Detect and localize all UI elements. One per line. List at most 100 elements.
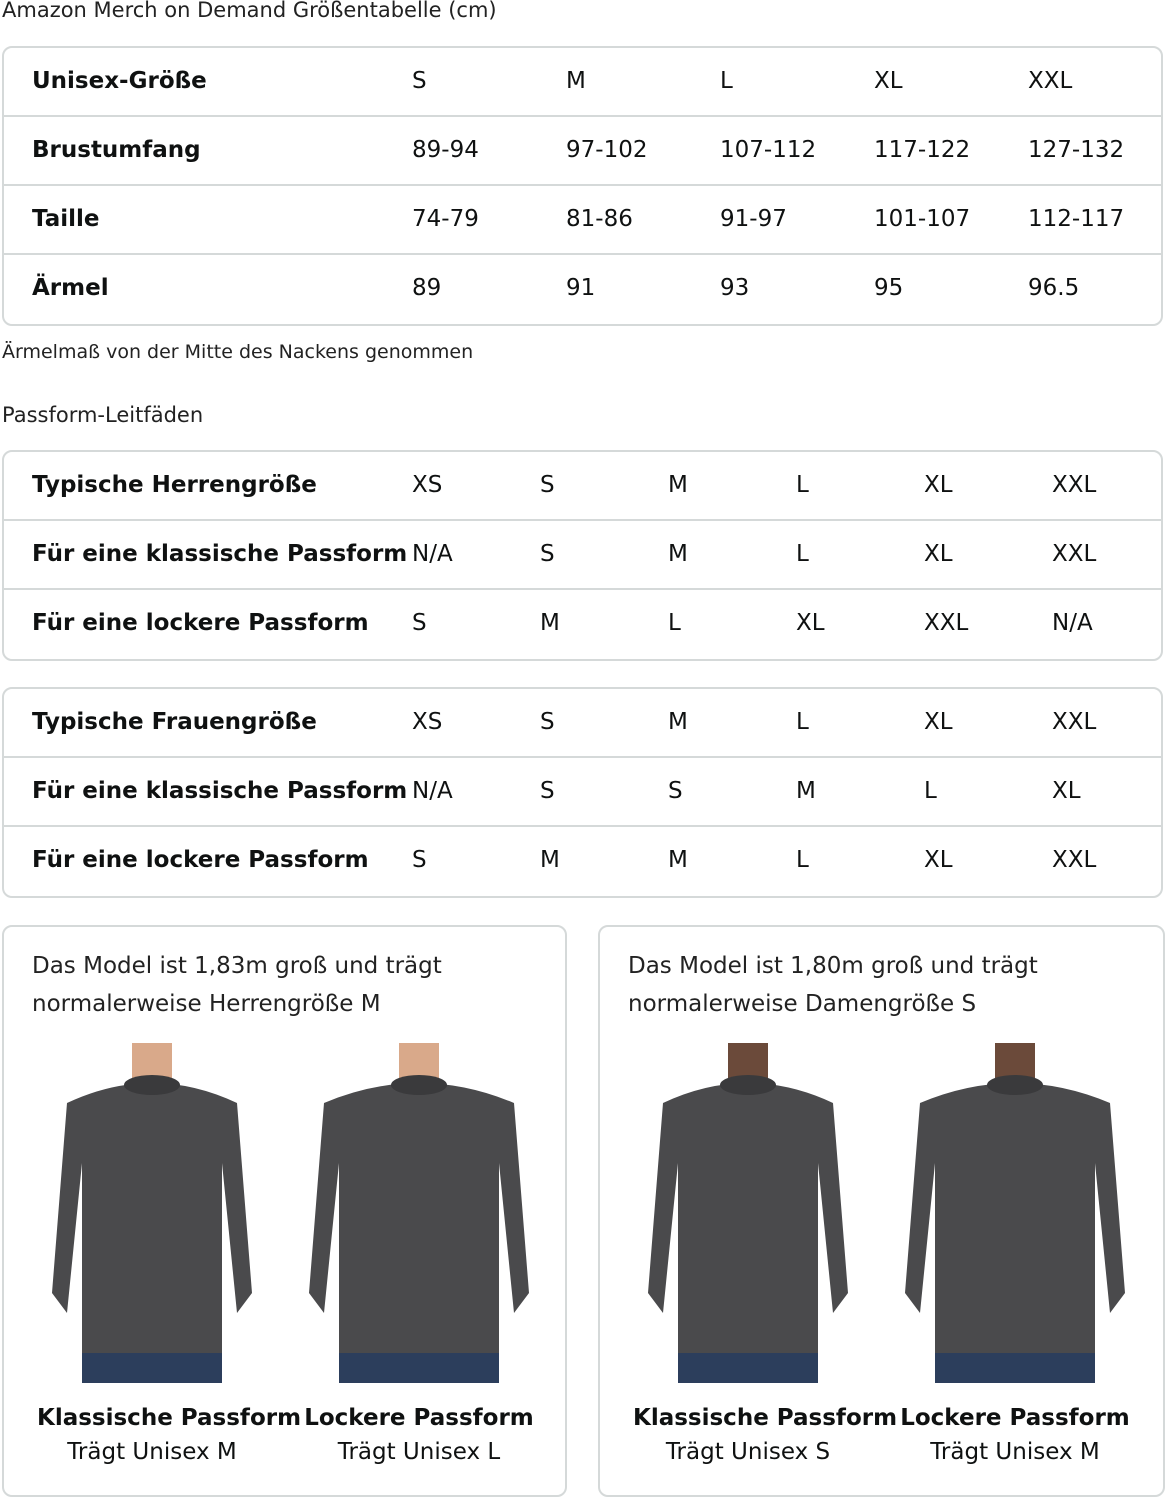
model-description: Das Model ist 1,83m groß und trägt norma… — [32, 953, 442, 1017]
table-cell: L — [720, 68, 733, 94]
table-cell: XXL — [1028, 68, 1073, 94]
row-label: Für eine lockere Passform — [32, 610, 369, 636]
table-cell: N/A — [412, 541, 453, 567]
table-cell: 95 — [874, 275, 904, 301]
table-cell: XS — [412, 709, 443, 735]
model-photo — [37, 1043, 267, 1383]
table-cell: S — [540, 472, 555, 498]
wears-caption: Trägt Unisex M — [930, 1439, 1100, 1465]
table-cell: L — [796, 472, 809, 498]
table-cell: S — [540, 709, 555, 735]
table-cell: XL — [924, 472, 953, 498]
table-cell: M — [668, 847, 688, 873]
table-cell: L — [796, 709, 809, 735]
model-photo — [900, 1043, 1130, 1383]
table-row: Ärmel 89 91 93 95 96.5 — [4, 255, 1161, 324]
fit-caption: Lockere Passform — [304, 1405, 534, 1431]
unisex-size-table: Unisex-Größe S M L XL XXL Brustumfang 89-94 97-1… — [2, 46, 1163, 326]
table-cell: S — [668, 778, 683, 804]
table-cell: S — [540, 778, 555, 804]
table-cell: S — [412, 847, 427, 873]
table-cell: 127-132 — [1028, 137, 1125, 163]
model-figure: Lockere Passform Trägt Unisex M — [900, 1043, 1130, 1465]
table-row: Brustumfang 89-94 97-102 107-112 117-122 127-… — [4, 117, 1161, 186]
women-fit-table: Typische Frauengröße XS S M L XL XXL Für eine k… — [2, 687, 1163, 898]
table-cell: 97-102 — [566, 137, 648, 163]
table-cell: XS — [412, 472, 443, 498]
fit-caption: Klassische Passform — [633, 1405, 898, 1431]
table-cell: XXL — [1052, 472, 1097, 498]
table-cell: N/A — [412, 778, 453, 804]
table-cell: 107-112 — [720, 137, 817, 163]
table-row: Taille 74-79 81-86 91-97 101-107 112-117 — [4, 186, 1161, 255]
table-cell: XL — [874, 68, 903, 94]
table-cell: L — [924, 778, 937, 804]
table-row: Für eine lockere Passform S M L XL XXL N/A — [4, 590, 1161, 659]
wears-caption: Trägt Unisex S — [665, 1439, 831, 1465]
row-label: Ärmel — [32, 275, 109, 301]
table-cell: XXL — [1052, 541, 1097, 567]
row-label: Brustumfang — [32, 137, 201, 163]
table-cell: L — [668, 610, 681, 636]
table-cell: 96.5 — [1028, 275, 1080, 301]
women-model-card: Das Model ist 1,80m groß und trägt norma… — [598, 925, 1165, 1497]
wears-caption: Trägt Unisex L — [337, 1439, 501, 1465]
table-row: Typische Herrengröße XS S M L XL XXL — [4, 452, 1161, 521]
table-cell: XL — [924, 847, 953, 873]
table-cell: 91 — [566, 275, 596, 301]
table-cell: M — [668, 541, 688, 567]
row-label: Für eine klassische Passform — [32, 541, 408, 567]
men-model-card: Das Model ist 1,83m groß und trägt norma… — [2, 925, 567, 1497]
row-label: Taille — [32, 206, 100, 232]
table-cell: 112-117 — [1028, 206, 1125, 232]
table-row: Unisex-Größe S M L XL XXL — [4, 48, 1161, 117]
fit-caption: Klassische Passform — [37, 1405, 302, 1431]
model-figure: Lockere Passform Trägt Unisex L — [304, 1043, 534, 1465]
table-cell: XXL — [924, 610, 969, 636]
table-cell: 74-79 — [412, 206, 479, 232]
table-cell: 101-107 — [874, 206, 971, 232]
table-cell: XL — [924, 709, 953, 735]
model-photo — [304, 1043, 534, 1383]
table-cell: M — [796, 778, 816, 804]
fit-caption: Lockere Passform — [900, 1405, 1130, 1431]
table-cell: XL — [924, 541, 953, 567]
row-label: Typische Herrengröße — [32, 472, 317, 498]
table-cell: XL — [796, 610, 825, 636]
table-cell: M — [668, 709, 688, 735]
table-row: Für eine klassische Passform N/A S S M L XL — [4, 758, 1161, 827]
table-row: Typische Frauengröße XS S M L XL XXL — [4, 689, 1161, 758]
fit-guide-title: Passform-Leitfäden — [2, 403, 204, 427]
table-cell: XL — [1052, 778, 1081, 804]
table-cell: M — [668, 472, 688, 498]
table-cell: 93 — [720, 275, 750, 301]
row-label: Unisex-Größe — [32, 68, 207, 94]
table-cell: M — [566, 68, 586, 94]
table-cell: N/A — [1052, 610, 1093, 636]
model-description: Das Model ist 1,80m groß und trägt norma… — [628, 953, 1038, 1017]
model-figure: Klassische Passform Trägt Unisex S — [633, 1043, 898, 1465]
table-cell: S — [412, 68, 427, 94]
row-label: Typische Frauengröße — [32, 709, 317, 735]
wears-caption: Trägt Unisex M — [67, 1439, 237, 1465]
row-label: Für eine klassische Passform — [32, 778, 408, 804]
table-row: Für eine lockere Passform S M M L XL XXL — [4, 827, 1161, 896]
table-cell: XXL — [1052, 709, 1097, 735]
table-cell: 89-94 — [412, 137, 479, 163]
men-fit-table: Typische Herrengröße XS S M L XL XXL Für eine k… — [2, 450, 1163, 661]
table-cell: 91-97 — [720, 206, 787, 232]
table-row: Für eine klassische Passform N/A S M L XL XXL — [4, 521, 1161, 590]
table-cell: L — [796, 541, 809, 567]
table-cell: M — [540, 610, 560, 636]
table-cell: L — [796, 847, 809, 873]
table-cell: 89 — [412, 275, 442, 301]
page-title: Amazon Merch on Demand Größentabelle (cm… — [2, 0, 497, 22]
table-cell: XXL — [1052, 847, 1097, 873]
model-photo — [633, 1043, 863, 1383]
model-figure: Klassische Passform Trägt Unisex M — [37, 1043, 302, 1465]
sleeve-note: Ärmelmaß von der Mitte des Nackens genom… — [2, 341, 474, 363]
table-cell: 81-86 — [566, 206, 633, 232]
row-label: Für eine lockere Passform — [32, 847, 369, 873]
table-cell: S — [412, 610, 427, 636]
table-cell: 117-122 — [874, 137, 971, 163]
